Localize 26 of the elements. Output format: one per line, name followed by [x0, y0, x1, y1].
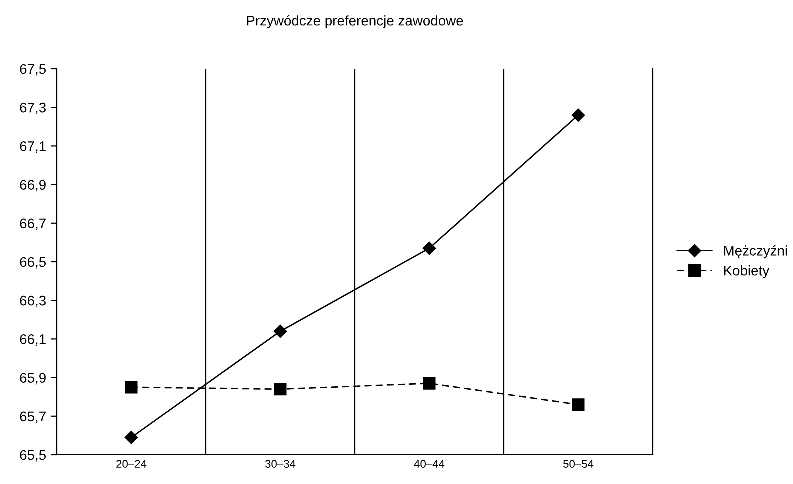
point	[274, 383, 287, 396]
point	[423, 377, 436, 390]
x-tick-label: 20–24	[116, 460, 147, 468]
y-tick-label: 65,9	[20, 373, 46, 385]
x-tick-label: 30–34	[265, 460, 296, 468]
legend-label: Kobiety	[724, 266, 770, 279]
y-tick-label: 66,3	[20, 296, 46, 308]
y-tick-label: 66,5	[20, 257, 46, 269]
point	[124, 431, 138, 444]
legend-label: Mężczyźni	[724, 245, 788, 259]
y-tick-label: 65,5	[20, 450, 46, 462]
point	[572, 108, 586, 122]
y-tick-label: 67,3	[20, 102, 46, 114]
y-tick-label: 66,1	[20, 334, 46, 346]
x-tick-label: 50–54	[563, 460, 594, 468]
point	[422, 242, 436, 256]
y-tick-label: 65,7	[20, 412, 46, 424]
point	[125, 381, 138, 394]
point	[572, 398, 585, 412]
y-tick-label: 67,1	[20, 142, 46, 154]
point	[274, 324, 288, 338]
y-tick-label: 66,7	[20, 218, 46, 230]
chart-title: Przywódcze preferencje zawodowe	[247, 15, 464, 29]
y-tick-label: 66,9	[20, 180, 46, 192]
y-tick-label: 67,5	[20, 64, 46, 76]
x-tick-label: 40–44	[414, 460, 445, 468]
